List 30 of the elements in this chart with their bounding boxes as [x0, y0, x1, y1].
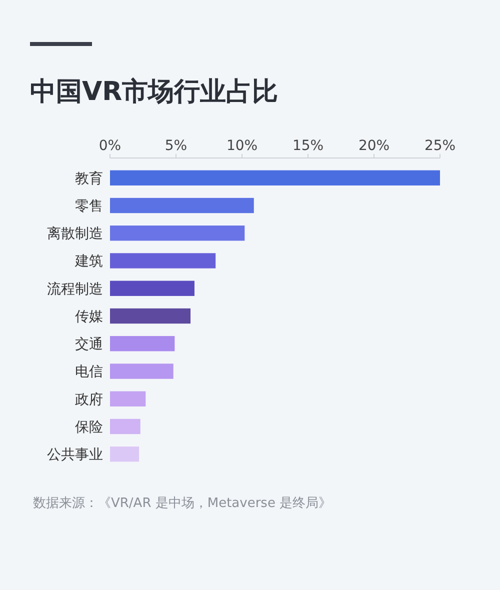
- bar: [110, 198, 254, 214]
- y-tick-label: 交通: [75, 336, 103, 353]
- x-tick-label: 25%: [424, 138, 456, 154]
- bar: [110, 280, 194, 296]
- x-tick-label: 15%: [292, 138, 324, 154]
- y-tick-label: 零售: [75, 198, 103, 214]
- y-tick-label: 公共事业: [47, 447, 103, 464]
- y-tick-label: 流程制造: [47, 281, 103, 298]
- y-tick-label: 离散制造: [47, 226, 103, 242]
- y-tick-label: 教育: [75, 170, 103, 187]
- x-tick-label: 5%: [164, 138, 188, 154]
- y-tick-label: 电信: [75, 364, 103, 380]
- bar: [110, 308, 191, 324]
- y-tick-label: 保险: [75, 419, 103, 436]
- bar: [110, 364, 174, 379]
- y-tick-label: 建筑: [74, 254, 103, 270]
- source-note: 数据来源：《VR/AR 是中场，Metaverse 是终局》: [33, 496, 332, 511]
- x-tick-label: 20%: [358, 138, 390, 154]
- y-tick-label: 传媒: [75, 308, 103, 325]
- x-tick-label: 10%: [226, 138, 258, 154]
- bar: [110, 253, 216, 268]
- x-tick-label: 0%: [98, 138, 122, 154]
- bar: [110, 336, 175, 352]
- bar: [110, 170, 440, 186]
- bar: [110, 391, 146, 406]
- bar: [110, 446, 140, 462]
- chart-title: 中国VR市场行业占比: [30, 77, 278, 107]
- bar: [110, 418, 140, 434]
- bar: [110, 226, 245, 241]
- y-tick-label: 政府: [75, 392, 103, 408]
